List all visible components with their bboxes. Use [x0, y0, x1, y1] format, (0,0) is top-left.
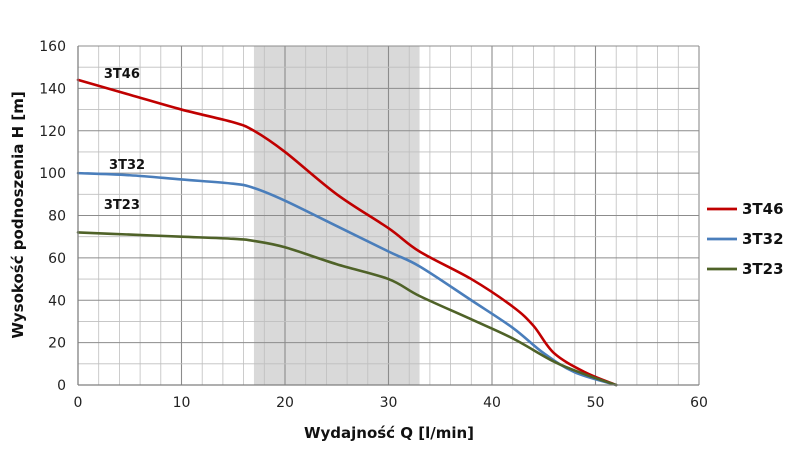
y-axis-title: Wysokość podnoszenia H [m]	[9, 91, 27, 338]
legend-label-3t46: 3T46	[742, 200, 784, 218]
x-tick-label: 10	[173, 395, 191, 411]
y-tick-label: 80	[48, 209, 66, 225]
x-tick-label: 60	[690, 395, 708, 411]
y-tick-label: 140	[39, 81, 66, 97]
y-tick-label: 60	[48, 251, 66, 267]
y-tick-label: 100	[39, 166, 66, 182]
chart-grid	[77, 45, 700, 386]
y-tick-label: 0	[57, 378, 66, 394]
chart-series: 3T46 3T32 3T23	[76, 67, 618, 387]
y-tick-label: 160	[39, 39, 66, 55]
chart-axes: 0 10 20 30 40 50 60 0 20 40 60 80 100 120 140 160	[39, 39, 708, 411]
x-tick-label: 40	[483, 395, 501, 411]
y-tick-label: 120	[39, 124, 66, 140]
legend-label-3t32: 3T32	[742, 230, 784, 248]
y-tick-label: 20	[48, 336, 66, 352]
series-line-3t23	[76, 231, 618, 387]
y-tick-label: 40	[48, 293, 66, 309]
x-tick-label: 0	[74, 395, 83, 411]
series-line-3t46	[76, 78, 618, 387]
x-tick-label: 30	[380, 395, 398, 411]
x-tick-label: 20	[276, 395, 294, 411]
x-axis-title: Wydajność Q [l/min]	[304, 424, 474, 442]
chart-legend: 3T46 3T32 3T23	[707, 200, 784, 278]
curve-label-3t46: 3T46	[104, 67, 140, 82]
curve-label-3t23: 3T23	[104, 198, 140, 213]
x-tick-label: 50	[587, 395, 605, 411]
curve-label-3t32: 3T32	[109, 158, 145, 173]
series-line-3t32	[76, 171, 618, 387]
legend-label-3t23: 3T23	[742, 260, 784, 278]
